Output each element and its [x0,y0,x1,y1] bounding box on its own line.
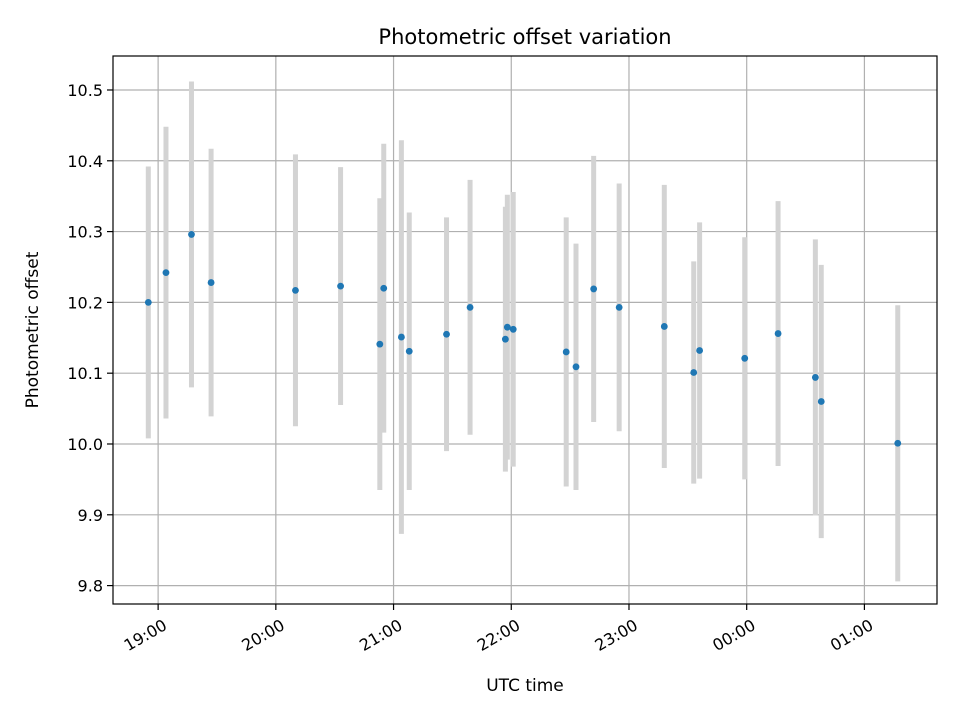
data-point [562,348,570,356]
data-point [376,340,384,348]
plot-frame [112,55,938,605]
y-tick-label: 9.9 [78,506,103,525]
data-point [337,282,344,290]
x-axis-ticks: 19:00 20:00 21:00 22:00 23:00 00:00 01:00 [121,604,876,655]
y-tick-label: 10.2 [67,293,103,312]
data-point [894,439,902,447]
x-tick-label: 21:00 [356,615,405,655]
data-point [443,330,450,338]
data-points [144,231,902,447]
data-point [405,347,413,355]
x-tick-label: 23:00 [592,615,641,655]
x-tick-label: 01:00 [827,615,876,655]
chart-title: Photometric offset variation [378,25,671,49]
data-point [380,284,388,292]
data-point [811,374,819,381]
data-point [466,303,474,311]
x-tick-label: 00:00 [709,615,758,655]
x-tick-label: 20:00 [238,615,287,655]
y-tick-label: 10.3 [67,223,103,242]
data-point [509,325,517,333]
data-point [615,303,623,311]
data-point [741,354,749,362]
data-point [292,286,299,294]
data-point [207,279,215,286]
y-tick-label: 10.0 [67,435,103,454]
data-point [503,323,511,331]
data-point [572,363,580,371]
data-point [696,347,704,354]
data-point [660,323,668,330]
y-axis-ticks: 9.8 9.9 10.0 10.1 10.2 10.3 10.4 10.5 [67,81,113,596]
data-point [690,369,698,376]
data-point [817,398,825,405]
data-point [774,330,782,337]
y-tick-label: 9.8 [78,577,103,596]
y-tick-label: 10.4 [67,152,103,171]
x-tick-label: 22:00 [474,615,523,655]
data-point [398,333,405,341]
error-bars [145,81,901,582]
data-point [162,269,170,277]
data-point [590,285,598,293]
y-tick-label: 10.1 [67,364,103,383]
x-tick-label: 19:00 [121,615,170,655]
y-axis-label: Photometric offset [23,251,43,408]
data-point [144,298,152,306]
data-point [188,231,195,238]
y-tick-label: 10.5 [67,81,103,100]
data-point [501,335,509,343]
x-axis-label: UTC time [486,676,564,696]
